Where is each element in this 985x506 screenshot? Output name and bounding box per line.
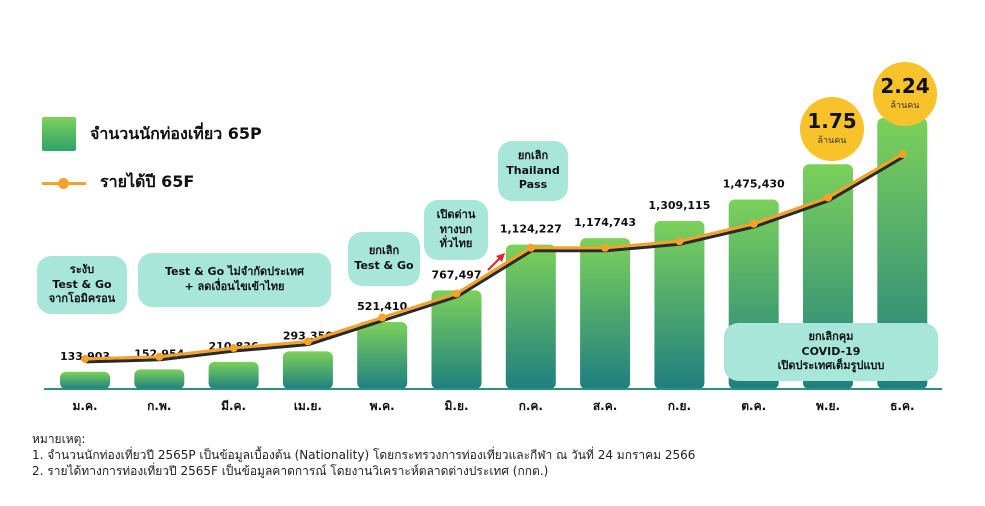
annotation-jul: ยกเลิก Thailand Pass — [498, 141, 568, 201]
revenue-point-1 — [81, 355, 89, 363]
x-tick-label: ม.ค. — [72, 399, 97, 413]
bar-2 — [134, 369, 184, 389]
badge-nov-value: 1.75 — [807, 111, 856, 131]
revenue-point-3 — [230, 344, 238, 352]
line-legend-label: รายได้ปี 65F — [100, 170, 194, 195]
annotation-feb-apr: Test & Go ไม่จำกัดประเทศ + ลดเงื่อนไขเข้… — [138, 253, 331, 307]
annotation-oct-dec: ยกเลิกคุม COVID-19 เปิดประเทศเต็มรูปแบบ — [724, 323, 938, 381]
bar-7 — [506, 245, 556, 389]
revenue-point-6 — [453, 290, 461, 298]
value-label: 1,124,227 — [500, 223, 562, 236]
x-tick-labels: ม.ค. ก.พ. มี.ค. เม.ย. พ.ค. มิ.ย. ก.ค. ส.ค. ก.ย. ต… — [72, 399, 914, 413]
value-label: 1,309,115 — [648, 199, 710, 212]
line-legend-swatch — [42, 173, 86, 193]
annotation-may: ยกเลิก Test & Go — [348, 232, 420, 286]
revenue-point-5 — [378, 314, 386, 322]
x-tick-label: มิ.ย. — [444, 399, 468, 413]
badge-nov-unit: ล้านคน — [818, 133, 847, 147]
x-tick-label: ธ.ค. — [890, 399, 914, 413]
x-tick-label: ต.ค. — [741, 399, 766, 413]
badge-dec-unit: ล้านคน — [891, 98, 920, 112]
annotation-jun: เปิดด่าน ทางบก ทั่วไทย — [424, 200, 488, 260]
bar-5 — [357, 322, 407, 389]
bar-1 — [60, 372, 110, 389]
x-tick-label: พ.ค. — [370, 399, 395, 413]
revenue-point-10 — [750, 220, 758, 228]
revenue-point-4 — [304, 337, 312, 345]
bar-3 — [209, 362, 259, 389]
x-tick-label: เม.ย. — [294, 399, 322, 413]
legend-bars: จำนวนนักท่องเที่ยว 65P — [42, 117, 262, 151]
note-2: 2. รายได้ทางการท่องเที่ยวปี 2565F เป็นข้… — [32, 462, 548, 481]
x-tick-label: มี.ค. — [221, 399, 246, 413]
x-tick-label: ก.พ. — [147, 399, 171, 413]
legend-line: รายได้ปี 65F — [42, 170, 194, 195]
revenue-point-12 — [898, 150, 906, 158]
value-label: 1,475,430 — [723, 178, 785, 191]
badge-dec-value: 2.24 — [880, 76, 929, 96]
revenue-point-9 — [675, 237, 683, 245]
bar-8 — [580, 238, 630, 389]
x-tick-label: พ.ย. — [816, 399, 840, 413]
x-tick-label: ส.ค. — [593, 399, 617, 413]
x-tick-label: ก.ย. — [668, 399, 691, 413]
bar-4 — [283, 351, 333, 389]
badge-dec: 2.24 ล้านคน — [873, 62, 937, 126]
revenue-point-11 — [824, 194, 832, 202]
badge-nov: 1.75 ล้านคน — [800, 97, 864, 161]
annotation-jan: ระงับ Test & Go จากโอมิครอน — [37, 256, 127, 314]
value-label: 1,174,743 — [574, 216, 636, 229]
value-label: 767,497 — [431, 268, 481, 281]
revenue-point-8 — [601, 244, 609, 252]
revenue-point-7 — [527, 244, 535, 252]
bar-legend-label: จำนวนนักท่องเที่ยว 65P — [90, 122, 262, 147]
bar-legend-swatch — [42, 117, 76, 151]
x-tick-label: ก.ค. — [519, 399, 543, 413]
revenue-point-2 — [155, 353, 163, 361]
bar-6 — [432, 290, 482, 389]
